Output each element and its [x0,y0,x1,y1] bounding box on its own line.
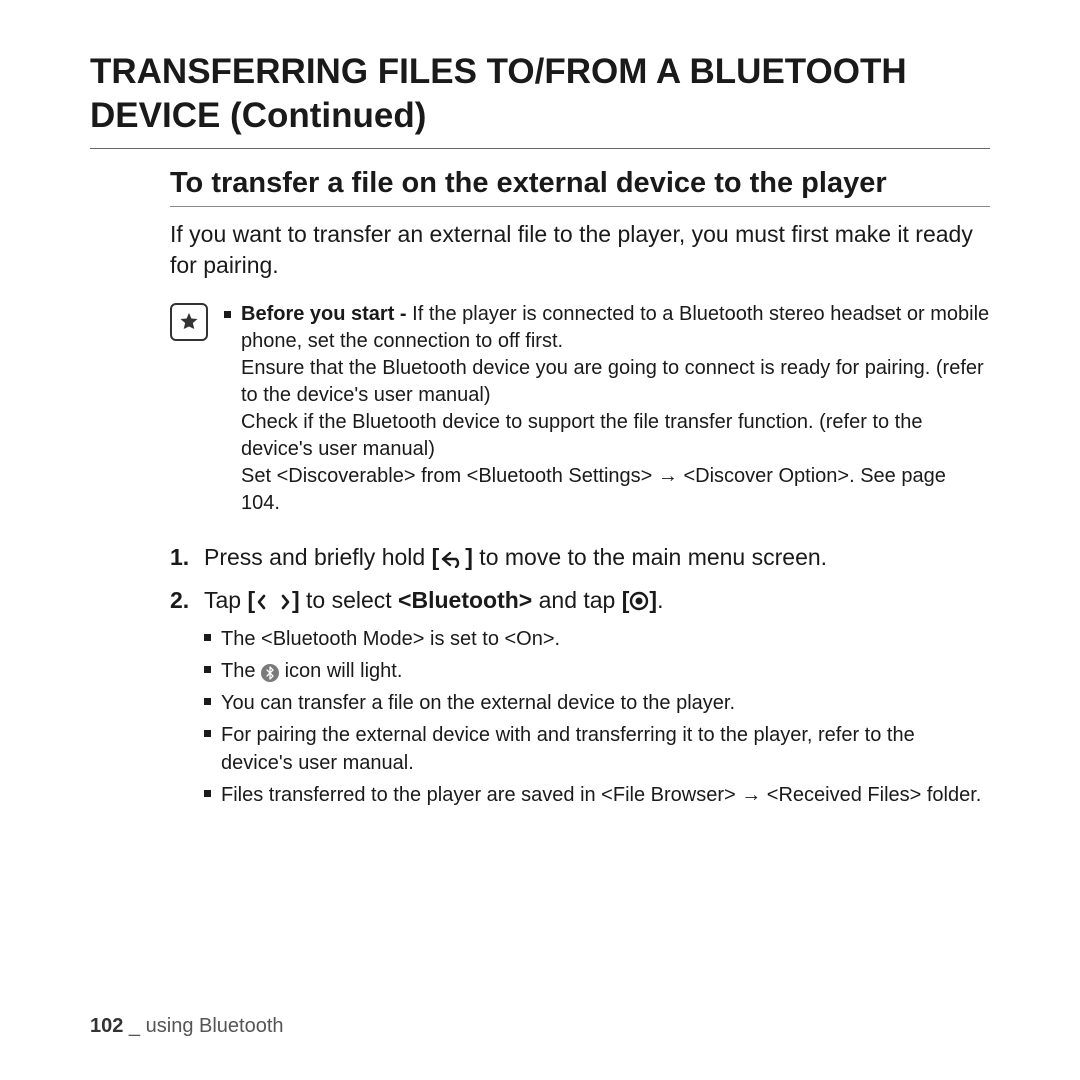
step-2: 2. Tap [ ] to select <Bluetooth> and tap… [170,584,990,813]
footer-section: using Bluetooth [146,1015,284,1037]
bluetooth-label: <Bluetooth> [398,587,532,613]
square-bullet-icon [204,730,211,737]
square-bullet-icon [204,666,211,673]
footer-separator: _ [123,1015,145,1037]
sub-bullet-5: Files transferred to the player are save… [221,781,990,809]
sub-bullet-3: You can transfer a file on the external … [221,689,990,717]
square-bullet-icon [204,790,211,797]
back-arrow-icon [439,550,465,568]
note-line-4: Set <Discoverable> from <Bluetooth Setti… [241,463,990,517]
select-button-glyph: [] [622,587,657,613]
square-bullet-icon [224,311,231,318]
step-1-number: 1. [170,541,204,574]
steps-list: 1. Press and briefly hold [] to move to … [170,541,990,814]
square-bullet-icon [204,634,211,641]
before-you-start-label: Before you start - [241,303,412,325]
note-line-1: Before you start - If the player is conn… [241,301,990,355]
sub-bullet-1: The <Bluetooth Mode> is set to <On>. [221,625,990,653]
back-button-glyph: [] [432,544,473,570]
before-you-start-note: Before you start - If the player is conn… [170,301,990,517]
page-number: 102 [90,1015,123,1037]
step-2-sub-bullets: The <Bluetooth Mode> is set to <On>. The… [204,625,990,809]
chevron-right-icon [280,593,292,611]
note-items: Before you start - If the player is conn… [224,301,990,517]
chevron-left-icon [255,593,267,611]
step-2-number: 2. [170,584,204,813]
step-2-text: Tap [ ] to select <Bluetooth> and tap []… [204,584,990,617]
section-divider [170,206,990,207]
star-note-icon [170,303,208,341]
page-footer: 102 _ using Bluetooth [90,1015,284,1038]
square-bullet-icon [204,698,211,705]
section-title: To transfer a file on the external devic… [170,167,990,200]
manual-page: TRANSFERRING FILES TO/FROM A BLUETOOTH D… [0,0,1080,1080]
sub-bullet-2: The icon will light. [221,657,990,685]
bluetooth-status-icon [261,664,279,682]
step-1: 1. Press and briefly hold [] to move to … [170,541,990,574]
intro-paragraph: If you want to transfer an external file… [170,219,990,281]
sub-bullet-4: For pairing the external device with and… [221,721,990,777]
title-divider [90,148,990,149]
note-line-2: Ensure that the Bluetooth device you are… [241,355,990,409]
left-right-button-glyph: [ ] [247,587,299,613]
note-line-3: Check if the Bluetooth device to support… [241,409,990,463]
select-circle-icon [629,591,649,611]
page-title: TRANSFERRING FILES TO/FROM A BLUETOOTH D… [90,50,990,138]
step-1-text: Press and briefly hold [] to move to the… [204,544,827,570]
